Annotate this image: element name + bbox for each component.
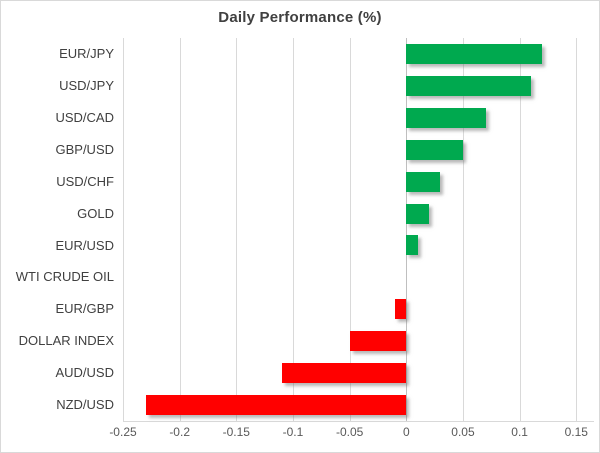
gridline (179, 38, 181, 422)
gridline (462, 38, 464, 422)
bar-gbp-usd (406, 139, 463, 160)
category-label-wti-crude-oil: WTI CRUDE OIL (15, 269, 114, 285)
gridline (236, 38, 238, 422)
x-tick-label-m0.25: -0.25 (109, 425, 137, 439)
bar-gold (406, 203, 429, 224)
x-tick-label-m0.2: -0.2 (169, 425, 190, 439)
category-label-gold: GOLD (77, 205, 114, 221)
category-label-eur-usd: EUR/USD (55, 237, 114, 253)
category-label-usd-chf: USD/CHF (56, 173, 114, 189)
x-tick-label-m0.1: -0.1 (282, 425, 304, 439)
gridline (123, 38, 124, 422)
x-tick-label-m0.05: -0.05 (335, 425, 364, 439)
bar-aud-usd (281, 363, 407, 384)
bar-eur-gbp (394, 299, 407, 320)
category-label-dollar-index: DOLLAR INDEX (18, 333, 114, 349)
bar-usd-chf (406, 171, 441, 192)
category-label-gbp-usd: GBP/USD (55, 141, 114, 157)
gridline (349, 38, 351, 422)
x-tick-label-0.1: 0.1 (511, 425, 528, 439)
bar-eur-usd (406, 235, 418, 256)
x-tick-label-0.05: 0.05 (451, 425, 475, 439)
bar-dollar-index (349, 331, 407, 352)
category-label-nzd-usd: NZD/USD (56, 397, 114, 413)
x-tick-label-0: 0 (402, 425, 410, 439)
gridline (292, 38, 294, 422)
gridline (576, 38, 578, 422)
x-tick-label-m0.15: -0.15 (222, 425, 250, 439)
zero-axis-line (406, 38, 408, 422)
gridline (519, 38, 521, 422)
bar-eur-jpy (406, 43, 543, 64)
category-label-eur-gbp: EUR/GBP (55, 301, 114, 317)
bar-usd-jpy (406, 75, 531, 96)
category-label-aud-usd: AUD/USD (55, 365, 114, 381)
category-label-usd-jpy: USD/JPY (59, 77, 114, 93)
x-axis-line (123, 421, 594, 422)
bar-nzd-usd (145, 395, 407, 416)
bar-usd-cad (406, 107, 486, 128)
category-label-eur-jpy: EUR/JPY (59, 46, 114, 61)
x-tick-label-0.15: 0.15 (564, 425, 588, 439)
chart-title: Daily Performance (%) (218, 9, 382, 26)
category-label-usd-cad: USD/CAD (55, 109, 114, 125)
